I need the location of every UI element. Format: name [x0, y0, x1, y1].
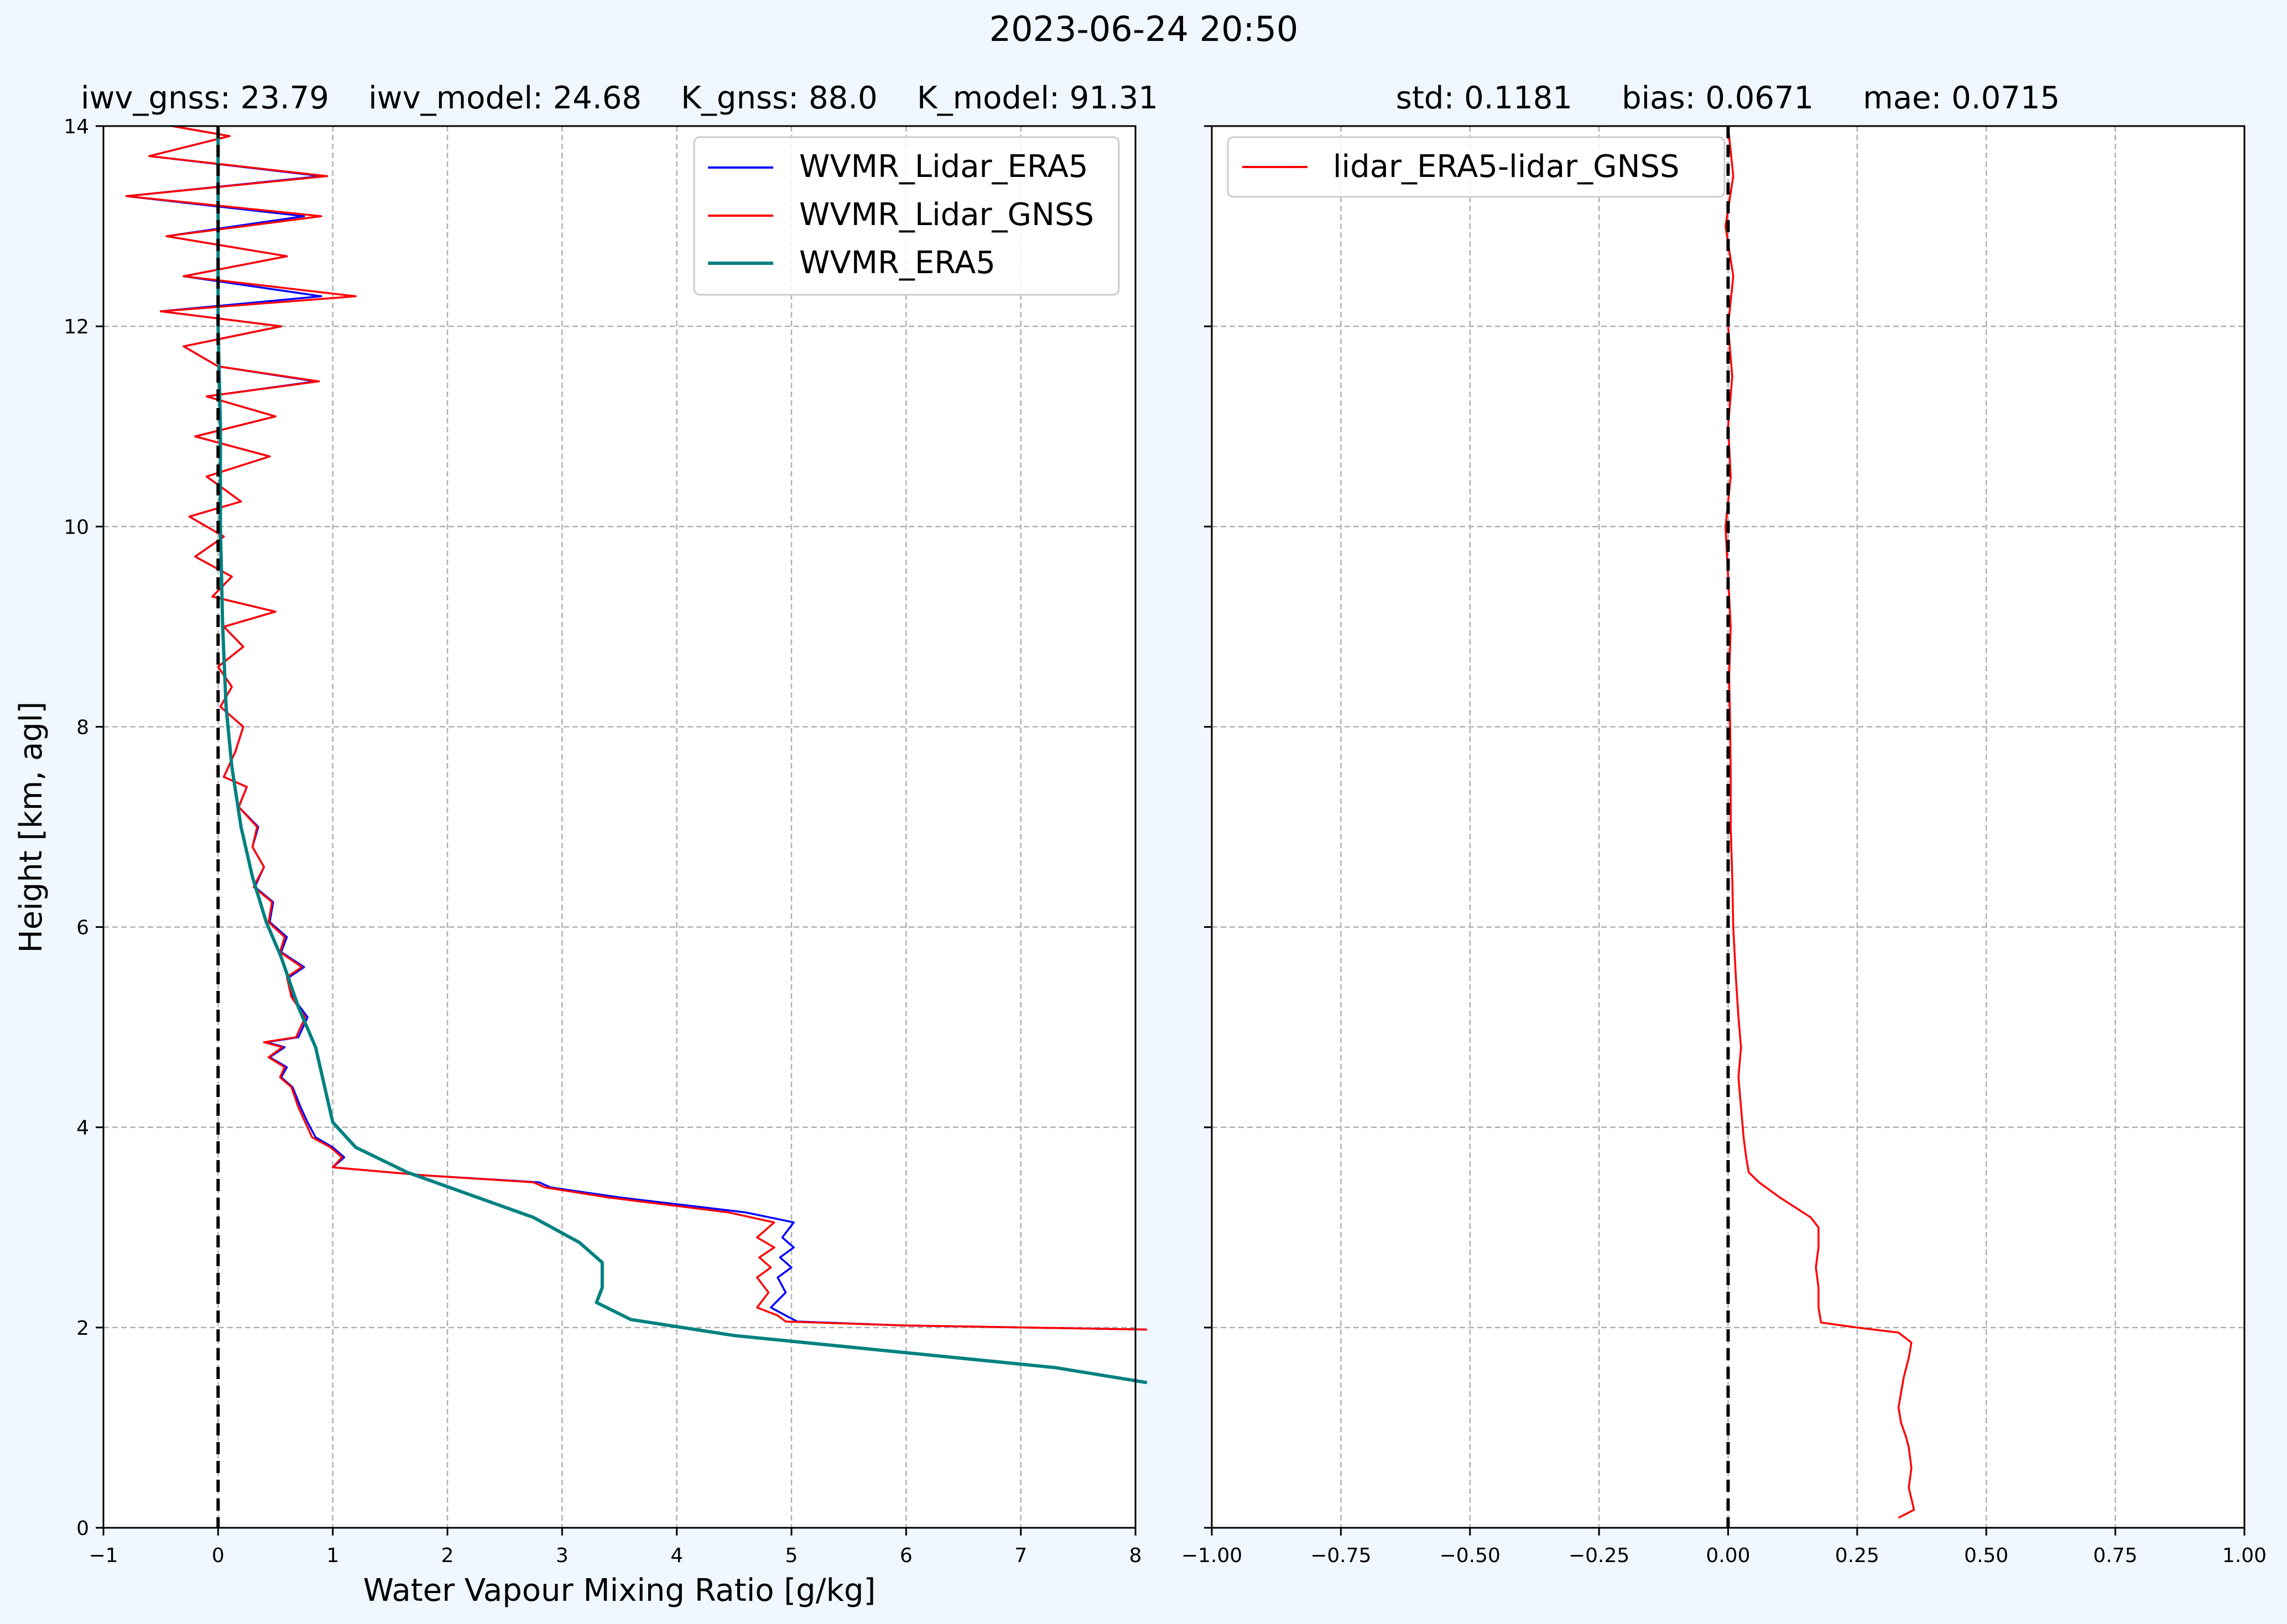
x-tick-label: 7 — [1014, 1544, 1027, 1567]
series-line-wvmr-lidar-gnss — [125, 125, 1147, 1331]
left-legend-box — [693, 136, 1120, 296]
legend-label-wvmr-era5: WVMR_ERA5 — [799, 245, 996, 281]
y-tick-label: 12 — [64, 316, 89, 338]
y-tick-label: 0 — [76, 1517, 89, 1540]
figure-title: 2023-06-24 20:50 — [989, 9, 1299, 49]
left-series-layer — [125, 125, 1148, 1528]
x-tick-label: −1 — [88, 1544, 118, 1567]
left-y-axis-ticks: 0 2 4 6 8 10 12 14 — [64, 116, 103, 1540]
x-tick-label: 0.50 — [1964, 1544, 2008, 1567]
x-tick-label: 1.00 — [2222, 1544, 2267, 1567]
right-grid — [1212, 126, 2244, 1528]
right-chart-title: std: 0.1181 bias: 0.0671 mae: 0.0715 — [1396, 80, 2060, 116]
left-y-axis-label: Height [km, agl] — [13, 702, 49, 953]
left-plot-area — [103, 126, 1135, 1528]
x-tick-label: 3 — [556, 1544, 569, 1567]
x-tick-label: 4 — [670, 1544, 683, 1567]
x-tick-label: −1.00 — [1181, 1544, 1242, 1567]
left-grid — [103, 126, 1135, 1528]
y-tick-label: 4 — [76, 1117, 89, 1140]
right-series-layer — [1725, 126, 1915, 1528]
right-chart-panel: −1.00 −0.75 −0.50 −0.25 0.00 0.25 0.50 0.75 1.00… — [1181, 80, 2267, 1567]
x-tick-label: 0.75 — [2093, 1544, 2138, 1567]
series-line-wvmr-era5 — [216, 126, 1148, 1385]
y-tick-label: 14 — [64, 116, 89, 138]
x-tick-label: −0.50 — [1440, 1544, 1501, 1567]
x-tick-label: −0.75 — [1310, 1544, 1371, 1567]
left-chart-title: iwv_gnss: 23.79 iwv_model: 24.68 K_gnss:… — [81, 80, 1158, 116]
right-legend: lidar_ERA5-lidar_GNSS — [1227, 136, 1726, 198]
y-tick-label: 8 — [76, 716, 89, 739]
legend-label-lidar-era5-lidar-gnss: lidar_ERA5-lidar_GNSS — [1333, 149, 1680, 185]
x-tick-label: 0.00 — [1706, 1544, 1750, 1567]
right-x-axis-ticks: −1.00 −0.75 −0.50 −0.25 0.00 0.25 0.50 0.75 1.00 — [1181, 1528, 2267, 1567]
x-tick-label: 1 — [326, 1544, 339, 1567]
left-legend: WVMR_Lidar_ERA5 WVMR_Lidar_GNSS WVMR_ERA… — [693, 136, 1120, 296]
legend-label-wvmr-lidar-era5: WVMR_Lidar_ERA5 — [799, 149, 1088, 185]
x-tick-label: 6 — [900, 1544, 913, 1567]
y-tick-label: 2 — [76, 1317, 89, 1340]
right-y-axis-ticks — [1204, 125, 1212, 1529]
x-tick-label: 0.25 — [1835, 1544, 1879, 1567]
series-line-lidar-era5-lidar-gnss — [1725, 126, 1915, 1519]
y-tick-label: 10 — [64, 516, 89, 539]
y-tick-label: 6 — [76, 917, 89, 939]
x-tick-label: 8 — [1129, 1544, 1142, 1567]
x-tick-label: −0.25 — [1569, 1544, 1629, 1567]
legend-label-wvmr-lidar-gnss: WVMR_Lidar_GNSS — [799, 197, 1094, 233]
x-tick-label: 5 — [785, 1544, 798, 1567]
x-tick-label: 2 — [441, 1544, 454, 1567]
left-x-axis-label: Water Vapour Mixing Ratio [g/kg] — [363, 1573, 876, 1609]
x-tick-label: 0 — [212, 1544, 225, 1567]
right-legend-box — [1227, 136, 1726, 198]
left-x-axis-ticks: −1 0 1 2 3 4 5 6 7 8 — [88, 1528, 1142, 1567]
left-plot-frame — [102, 125, 1137, 1529]
